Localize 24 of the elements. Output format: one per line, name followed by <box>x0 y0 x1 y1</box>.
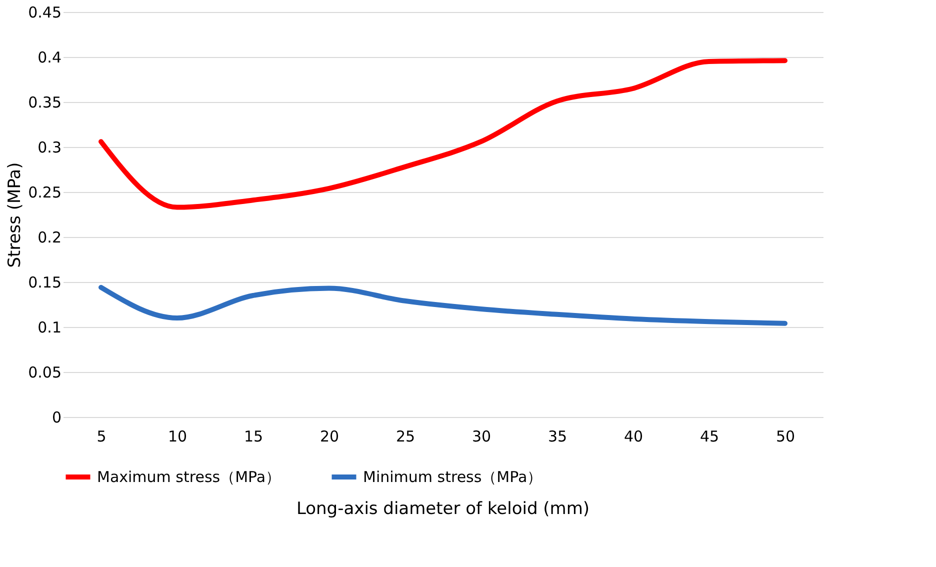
legend-label: Minimum stress（MPa） <box>363 468 542 486</box>
x-tick-label: 40 <box>624 428 644 446</box>
y-tick-label: 0.1 <box>38 318 62 336</box>
y-tick-label: 0.2 <box>38 228 62 246</box>
y-tick-label: 0.3 <box>38 138 62 156</box>
y-tick-label: 0.35 <box>28 94 62 112</box>
x-tick-label: 50 <box>776 428 796 446</box>
x-axis-title: Long-axis diameter of keloid (mm) <box>296 499 590 519</box>
x-tick-label: 20 <box>320 428 340 446</box>
x-tick-label: 45 <box>700 428 720 446</box>
y-tick-label: 0.45 <box>28 4 62 22</box>
legend-label: Maximum stress（MPa） <box>97 468 281 486</box>
x-tick-label: 25 <box>396 428 416 446</box>
x-tick-label: 35 <box>548 428 568 446</box>
y-tick-label: 0.4 <box>38 48 62 66</box>
x-tick-label: 15 <box>244 428 264 446</box>
y-tick-label: 0.25 <box>28 184 62 202</box>
y-tick-label: 0 <box>52 408 62 426</box>
x-tick-label: 5 <box>96 428 106 446</box>
x-tick-label: 10 <box>168 428 188 446</box>
y-tick-label: 0.15 <box>28 274 62 292</box>
x-tick-label: 30 <box>472 428 492 446</box>
y-tick-label: 0.05 <box>28 364 62 382</box>
y-axis-title: Stress (MPa) <box>5 162 26 268</box>
